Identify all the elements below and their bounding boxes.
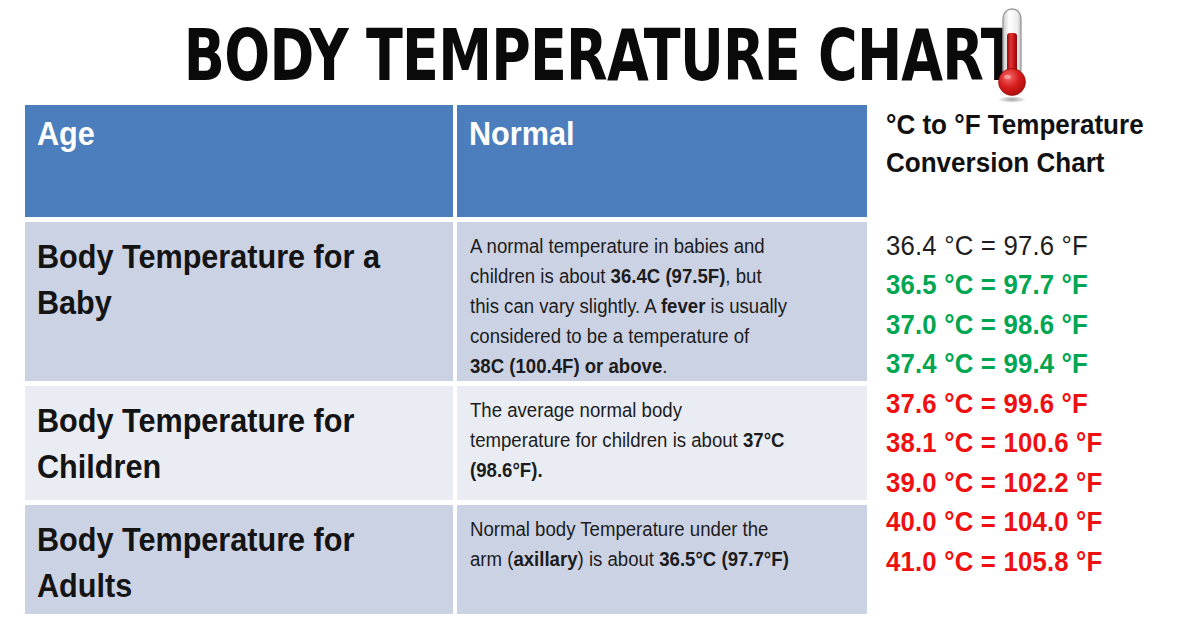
conversion-value: 41.0 °C = 105.8 °F <box>886 546 1103 578</box>
age-cell-children: Body Temperature forChildren <box>25 386 453 500</box>
normal-cell-adults: Normal body Temperature under thearm (ax… <box>457 505 867 614</box>
column-header-age: Age <box>37 113 95 153</box>
conversion-row: 37.4 °C = 99.4 °F <box>886 345 1196 385</box>
slide-background: BODY TEMPERATURE CHART <box>0 0 1200 634</box>
table-row-baby: Body Temperature for aBaby A normal temp… <box>25 222 867 381</box>
age-cell-adults: Body Temperature forAdults <box>25 505 453 614</box>
conversion-row: 37.6 °C = 99.6 °F <box>886 384 1196 424</box>
conversion-value: 37.0 °C = 98.6 °F <box>886 309 1088 341</box>
conversion-value: 37.4 °C = 99.4 °F <box>886 348 1088 380</box>
header-cell-age: Age <box>25 105 453 217</box>
row-title-adults: Body Temperature forAdults <box>37 516 354 608</box>
thermometer-shadow <box>997 96 1027 103</box>
conversion-heading-line2: Conversion Chart <box>886 144 1174 182</box>
normal-cell-children: The average normal bodytemperature for c… <box>457 386 867 500</box>
conversion-value: 36.5 °C = 97.7 °F <box>886 269 1088 301</box>
conversion-row: 40.0 °C = 104.0 °F <box>886 503 1196 543</box>
conversion-row: 38.1 °C = 100.6 °F <box>886 424 1196 464</box>
normal-text-baby: A normal temperature in babies andchildr… <box>470 231 787 381</box>
conversion-row: 36.4 °C = 97.6 °F <box>886 226 1196 266</box>
normal-cell-baby: A normal temperature in babies andchildr… <box>457 222 867 381</box>
conversion-heading-line1: °C to °F Temperature <box>886 106 1174 144</box>
conversion-value: 40.0 °C = 104.0 °F <box>886 506 1103 538</box>
conversion-row: 37.0 °C = 98.6 °F <box>886 305 1196 345</box>
conversion-list: 36.4 °C = 97.6 °F 36.5 °C = 97.7 °F 37.0… <box>886 226 1196 582</box>
conversion-row: 41.0 °C = 105.8 °F <box>886 542 1196 582</box>
thermometer-icon <box>990 6 1034 106</box>
conversion-chart-heading: °C to °F Temperature Conversion Chart <box>886 106 1196 182</box>
thermometer-bulb <box>999 69 1026 96</box>
conversion-value: 38.1 °C = 100.6 °F <box>886 427 1103 459</box>
table-row-children: Body Temperature forChildren The average… <box>25 386 867 500</box>
table-header-row: Age Normal <box>25 105 867 217</box>
age-cell-baby: Body Temperature for aBaby <box>25 222 453 381</box>
thermometer-highlight <box>1004 75 1011 79</box>
row-title-children: Body Temperature forChildren <box>37 397 354 489</box>
column-header-normal: Normal <box>469 113 574 153</box>
row-title-baby: Body Temperature for aBaby <box>37 233 380 325</box>
conversion-row: 39.0 °C = 102.2 °F <box>886 463 1196 503</box>
conversion-value: 37.6 °C = 99.6 °F <box>886 388 1088 420</box>
conversion-value: 36.4 °C = 97.6 °F <box>886 230 1088 262</box>
conversion-row: 36.5 °C = 97.7 °F <box>886 266 1196 306</box>
table-row-adults: Body Temperature forAdults Normal body T… <box>25 505 867 614</box>
header-cell-normal: Normal <box>457 105 867 217</box>
normal-text-adults: Normal body Temperature under thearm (ax… <box>470 514 789 574</box>
normal-text-children: The average normal bodytemperature for c… <box>470 395 785 485</box>
page-title: BODY TEMPERATURE CHART <box>183 18 1016 92</box>
conversion-value: 39.0 °C = 102.2 °F <box>886 467 1103 499</box>
